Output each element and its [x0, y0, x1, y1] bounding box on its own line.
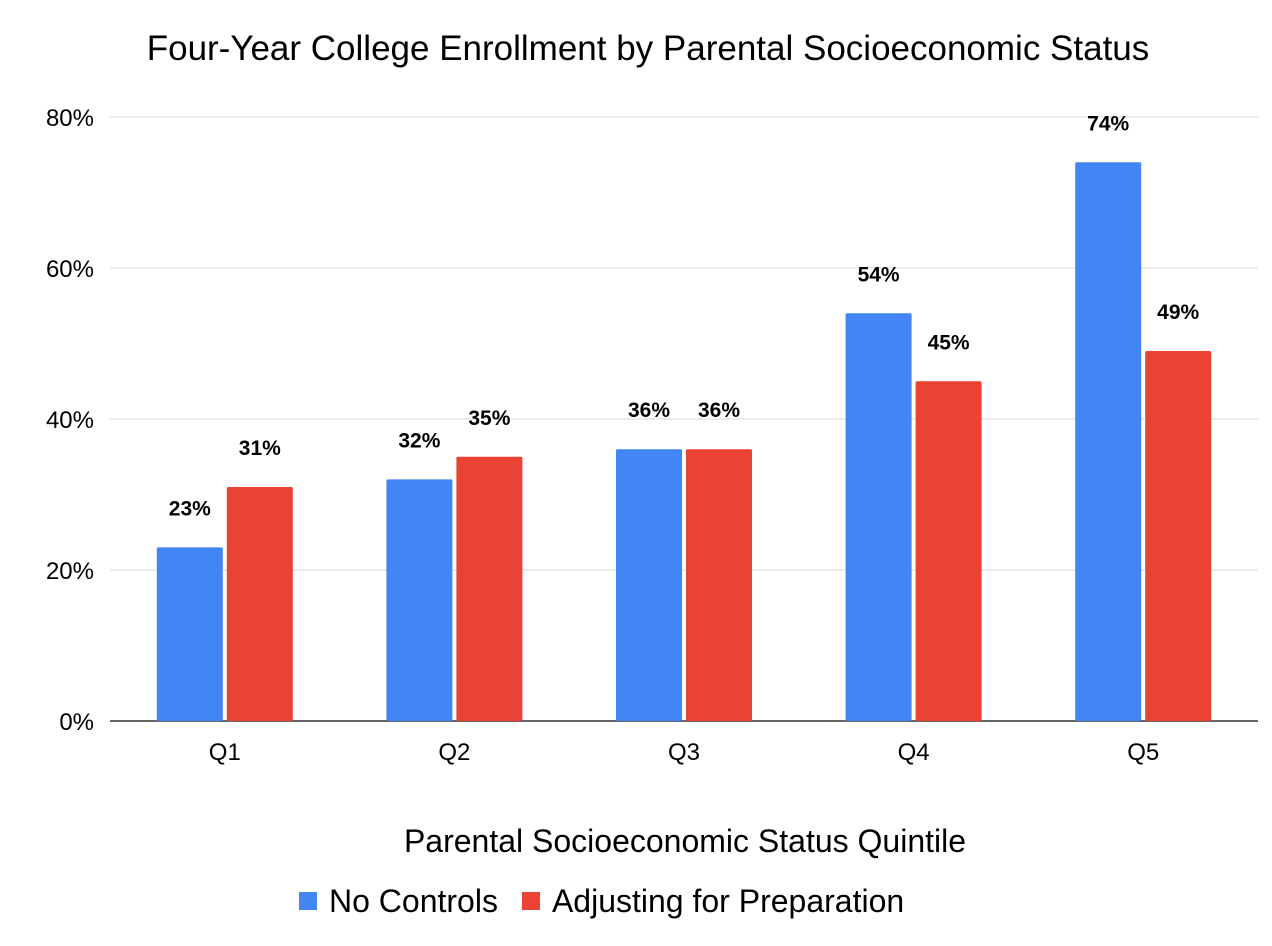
y-tick-label: 40%: [46, 407, 94, 434]
bar: [1145, 351, 1212, 721]
data-label: 45%: [928, 331, 970, 354]
data-label: 49%: [1157, 301, 1199, 324]
data-label: 36%: [628, 399, 670, 422]
bar: [456, 456, 523, 721]
data-label: 32%: [398, 429, 440, 452]
x-axis-title: Parental Socioeconomic Status Quintile: [404, 823, 966, 859]
data-label: 54%: [858, 263, 900, 286]
legend: No Controls Adjusting for Preparation: [299, 883, 904, 919]
x-tick-label: Q3: [668, 739, 700, 766]
y-tick-label: 0%: [59, 709, 94, 736]
x-axis: Q1 Q2 Q3 Q4 Q5: [209, 739, 1159, 766]
bar: [686, 449, 752, 721]
chart-title: Four-Year College Enrollment by Parental…: [147, 29, 1150, 68]
bar: [226, 486, 293, 721]
legend-swatch: [299, 892, 317, 910]
data-label: 31%: [239, 437, 281, 460]
bar: [845, 313, 912, 721]
y-tick-label: 20%: [46, 558, 94, 585]
bar: [616, 449, 682, 721]
data-label: 35%: [468, 407, 510, 430]
bar: [915, 381, 982, 721]
x-tick-label: Q1: [209, 739, 241, 766]
bar: [386, 479, 453, 721]
gridlines: [110, 116, 1258, 722]
legend-swatch: [521, 892, 540, 910]
x-tick-label: Q2: [438, 739, 470, 766]
data-label: 36%: [698, 399, 740, 422]
bars: 23% 31% 32% 35% 36% 36% 54% 45% 74% 49%: [156, 112, 1212, 722]
bar: [1075, 162, 1142, 722]
y-axis: 0% 20% 40% 60% 80%: [46, 105, 94, 736]
bar: [156, 547, 223, 721]
x-tick-label: Q5: [1127, 739, 1159, 766]
y-tick-label: 80%: [46, 105, 94, 132]
x-tick-label: Q4: [898, 739, 930, 766]
y-tick-label: 60%: [46, 256, 94, 283]
legend-label: Adjusting for Preparation: [552, 883, 904, 919]
data-label: 74%: [1087, 112, 1129, 135]
data-label: 23%: [169, 497, 211, 520]
legend-label: No Controls: [329, 883, 498, 919]
